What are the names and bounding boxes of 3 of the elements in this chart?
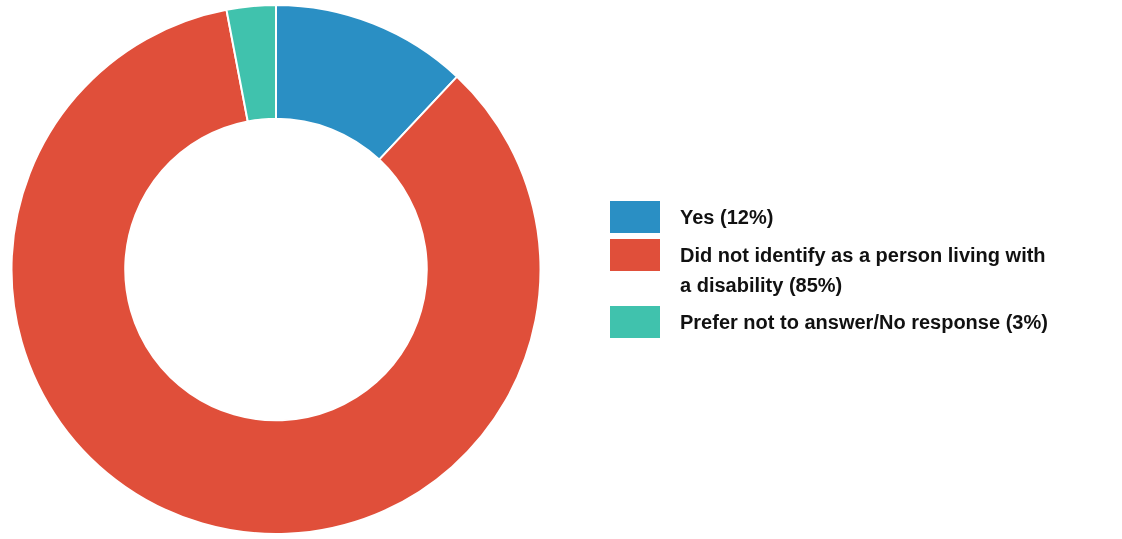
legend-label: Yes (12%) [680, 205, 774, 230]
legend-label: Did not identify as a person living with a disability (85%) [680, 243, 1047, 298]
legend-label: Prefer not to answer/No response (3%) [680, 310, 1048, 335]
